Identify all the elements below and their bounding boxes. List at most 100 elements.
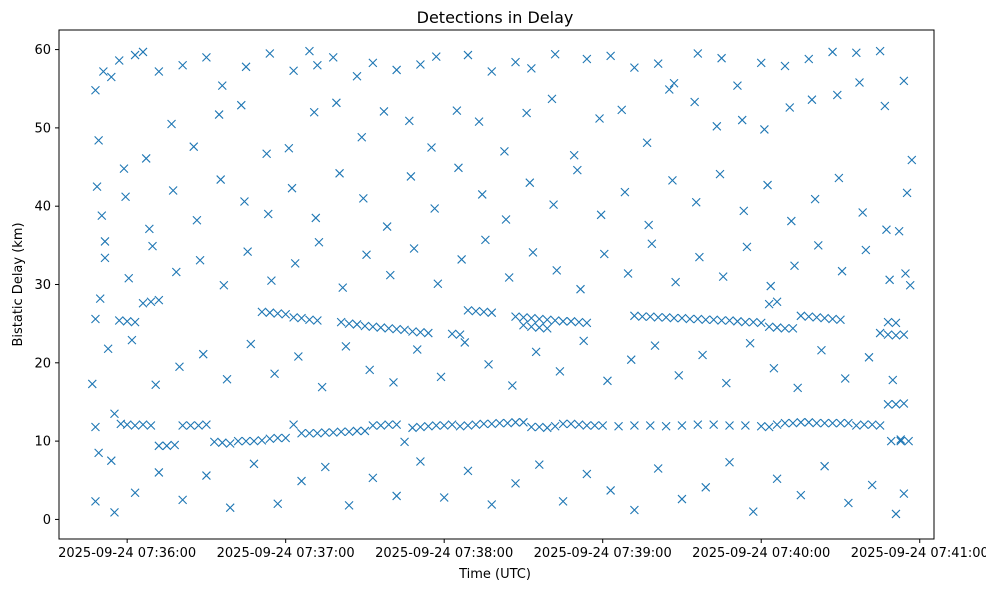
- data-point-track-mid: [788, 323, 798, 333]
- data-point-clutter: [595, 114, 604, 123]
- data-point-track-low: [130, 421, 140, 430]
- data-point-clutter: [175, 362, 184, 372]
- data-point-clutter: [344, 500, 354, 510]
- data-point-clutter: [864, 352, 874, 362]
- data-point-track-low: [526, 422, 536, 432]
- data-point-track-mid: [479, 307, 489, 317]
- data-point-clutter: [392, 491, 402, 501]
- data-point-clutter: [463, 50, 473, 60]
- data-point-track-low: [265, 434, 275, 444]
- data-point-track-low: [891, 399, 901, 409]
- data-point-track-low: [233, 436, 243, 446]
- data-point-track-low: [859, 420, 869, 430]
- data-point-track-low: [431, 421, 441, 430]
- data-point-track-mid: [154, 295, 164, 305]
- data-point-track-mid: [733, 316, 742, 326]
- data-point-clutter: [474, 117, 484, 127]
- data-point-track-mid: [891, 318, 901, 328]
- data-point-track-mid: [519, 313, 528, 322]
- x-tick-label: 2025-09-24 07:36:00: [58, 546, 196, 561]
- data-point-track-mid: [487, 308, 497, 318]
- data-point-clutter: [297, 476, 306, 486]
- data-point-clutter: [691, 197, 701, 207]
- data-point-clutter: [100, 253, 110, 263]
- data-point-clutter: [810, 194, 820, 204]
- data-point-track-low: [439, 421, 449, 430]
- data-point-track-mid: [281, 309, 291, 319]
- data-point-track-mid: [130, 317, 140, 327]
- data-point-clutter: [484, 359, 493, 369]
- data-point-track-low: [479, 419, 489, 429]
- data-point-clutter: [167, 119, 176, 129]
- data-point-track-low: [542, 423, 552, 433]
- data-point-clutter: [531, 347, 541, 357]
- data-point-clutter: [522, 108, 532, 118]
- data-point-clutter: [249, 459, 259, 469]
- data-point-clutter: [721, 378, 731, 388]
- x-tick-label: 2025-09-24 07:37:00: [217, 546, 355, 561]
- data-point-clutter: [436, 372, 446, 382]
- data-point-clutter: [289, 66, 298, 76]
- data-point-clutter: [309, 107, 319, 117]
- data-point-clutter: [620, 187, 630, 197]
- data-point-clutter: [121, 192, 130, 202]
- data-point-track-low: [487, 419, 497, 429]
- data-point-track-low: [582, 421, 592, 430]
- data-point-track-mid: [273, 309, 283, 318]
- data-point-clutter: [606, 51, 616, 61]
- data-point-clutter: [677, 494, 687, 504]
- data-point-track-low: [896, 436, 906, 446]
- data-point-clutter: [653, 59, 663, 69]
- data-point-track-low: [376, 421, 386, 430]
- data-point-track-mid: [582, 318, 592, 328]
- data-point-track-mid: [534, 314, 544, 324]
- data-point-track-mid: [677, 313, 687, 323]
- data-point-track-mid: [669, 313, 679, 323]
- data-point-track-mid: [883, 330, 893, 340]
- data-point-clutter: [786, 216, 796, 226]
- data-point-clutter: [626, 355, 636, 365]
- data-point-clutter: [217, 81, 227, 90]
- data-point-clutter: [840, 374, 850, 383]
- data-point-clutter: [693, 49, 703, 58]
- data-point-track-low: [574, 420, 584, 430]
- y-tick-label: 20: [34, 356, 51, 371]
- data-point-track-low: [289, 420, 298, 430]
- data-point-clutter: [91, 422, 100, 432]
- data-point-track-mid: [384, 323, 394, 333]
- data-point-track-mid: [883, 317, 893, 327]
- data-point-clutter: [817, 345, 826, 355]
- data-point-clutter: [189, 142, 199, 152]
- x-tick-label: 2025-09-24 07:41:00: [851, 546, 986, 561]
- y-tick-label: 50: [34, 121, 51, 136]
- data-point-track-mid: [661, 313, 671, 322]
- data-point-clutter: [549, 200, 558, 210]
- data-point-clutter: [664, 85, 674, 94]
- data-point-track-low: [138, 420, 148, 430]
- data-point-track-low: [471, 420, 481, 430]
- data-point-clutter: [813, 240, 823, 250]
- data-point-clutter: [144, 224, 154, 234]
- data-point-track-mid: [836, 315, 845, 325]
- data-point-clutter: [243, 247, 253, 256]
- data-point-track-low: [661, 421, 671, 431]
- data-point-clutter: [766, 281, 776, 291]
- data-point-track-mid: [701, 315, 711, 325]
- data-point-track-mid: [297, 313, 306, 323]
- data-point-clutter: [851, 48, 861, 58]
- data-point-clutter: [130, 50, 140, 60]
- data-point-track-low: [336, 427, 346, 437]
- data-point-clutter: [171, 267, 181, 277]
- data-point-clutter: [352, 71, 362, 81]
- data-point-clutter: [671, 277, 681, 287]
- data-point-clutter: [431, 52, 441, 62]
- data-point-clutter: [899, 76, 909, 86]
- data-point-clutter: [785, 103, 795, 112]
- data-point-clutter: [902, 188, 912, 198]
- data-point-track-low: [447, 420, 457, 430]
- data-point-clutter: [416, 60, 425, 69]
- data-point-track-mid: [368, 322, 378, 332]
- data-point-track-mid: [812, 313, 822, 322]
- data-point-clutter: [368, 473, 378, 483]
- data-point-track-low: [709, 420, 719, 430]
